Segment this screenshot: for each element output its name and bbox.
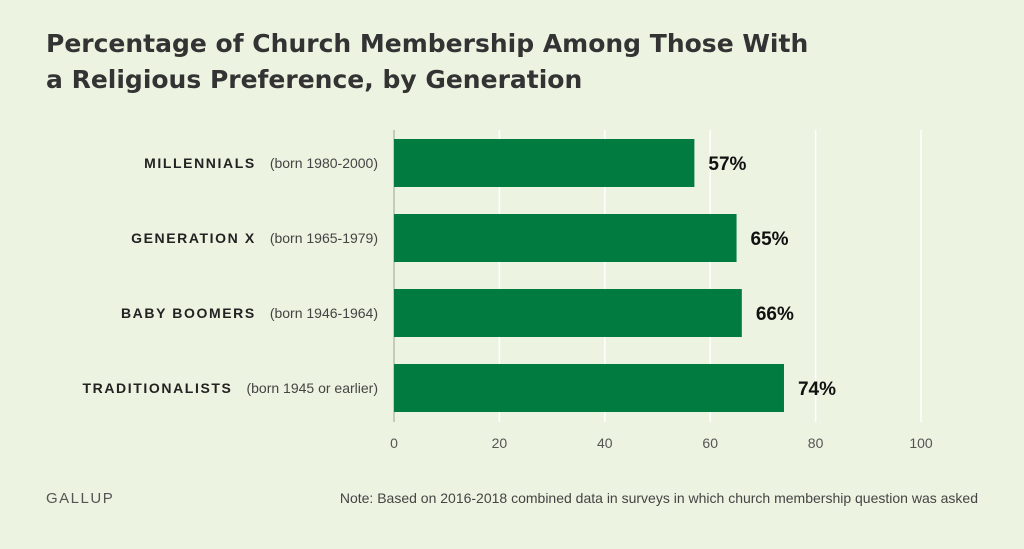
category-name: MILLENNIALS <box>144 155 256 171</box>
category-subtitle: (born 1965-1979) <box>270 230 378 246</box>
bar <box>394 364 784 412</box>
bar <box>394 214 737 262</box>
x-tick-label: 80 <box>808 435 824 451</box>
category-subtitle: (born 1980-2000) <box>270 155 378 171</box>
gallup-logo-text: GALLUP <box>46 490 115 507</box>
chart-title-line-1: Percentage of Church Membership Among Th… <box>46 29 809 58</box>
data-label: 57% <box>708 154 746 175</box>
chart-title: Percentage of Church Membership Among Th… <box>46 26 946 98</box>
data-label: 66% <box>756 304 794 325</box>
category-label: BABY BOOMERS (born 1946-1964) <box>121 305 378 321</box>
category-name: BABY BOOMERS <box>121 305 256 321</box>
category-subtitle: (born 1946-1964) <box>270 305 378 321</box>
data-label: 74% <box>798 379 836 400</box>
category-name: TRADITIONALISTS <box>82 380 232 396</box>
x-tick-label: 60 <box>702 435 718 451</box>
x-tick-label: 100 <box>909 435 933 451</box>
data-label: 65% <box>751 229 789 250</box>
chart-title-line-2: a Religious Preference, by Generation <box>46 65 583 94</box>
bar <box>394 289 742 337</box>
category-name: GENERATION X <box>131 230 256 246</box>
category-subtitle: (born 1945 or earlier) <box>246 380 378 396</box>
category-label: TRADITIONALISTS (born 1945 or earlier) <box>82 380 378 396</box>
category-label: MILLENNIALS (born 1980-2000) <box>144 155 378 171</box>
x-tick-label: 0 <box>390 435 398 451</box>
footnote: Note: Based on 2016-2018 combined data i… <box>339 490 978 506</box>
x-tick-label: 40 <box>597 435 613 451</box>
category-label: GENERATION X (born 1965-1979) <box>131 230 378 246</box>
x-tick-label: 20 <box>492 435 508 451</box>
bar <box>394 139 695 187</box>
